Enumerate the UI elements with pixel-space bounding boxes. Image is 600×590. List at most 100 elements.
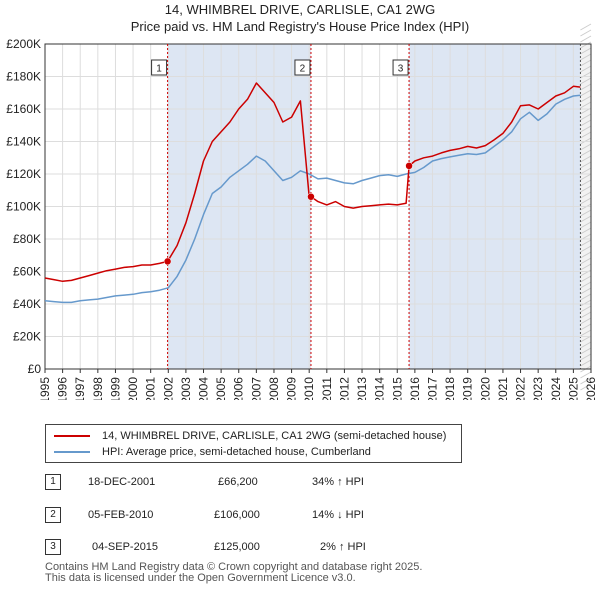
chart-subtitle: Price paid vs. HM Land Registry's House … bbox=[130, 19, 470, 34]
sale-badge-label: 3 bbox=[398, 64, 404, 75]
y-tick-label: £100K bbox=[6, 200, 41, 214]
transaction-price: £125,000 bbox=[214, 541, 260, 553]
forecast-hatch bbox=[580, 35, 592, 43]
forecast-hatch bbox=[580, 131, 592, 139]
forecast-hatch bbox=[580, 353, 592, 361]
forecast-hatch bbox=[580, 83, 592, 91]
x-tick-label: 2019 bbox=[461, 377, 475, 400]
x-tick-label: 2024 bbox=[549, 377, 563, 400]
forecast-hatch bbox=[580, 251, 592, 259]
legend-swatch-price bbox=[54, 435, 90, 437]
legend-item-price: 14, WHIMBREL DRIVE, CARLISLE, CA1 2WG (s… bbox=[54, 428, 446, 444]
forecast-hatch bbox=[580, 311, 592, 319]
y-tick-label: £140K bbox=[6, 135, 41, 149]
x-tick-label: 1999 bbox=[108, 377, 122, 400]
sale-badge-label: 2 bbox=[300, 64, 306, 75]
legend: 14, WHIMBREL DRIVE, CARLISLE, CA1 2WG (s… bbox=[45, 424, 462, 463]
x-tick-label: 2014 bbox=[373, 377, 387, 400]
y-tick-label: £160K bbox=[6, 102, 41, 116]
transaction-change: 34% ↑ HPI bbox=[312, 476, 364, 488]
forecast-hatch bbox=[580, 119, 592, 127]
forecast-hatch bbox=[580, 53, 592, 61]
forecast-hatch bbox=[580, 89, 592, 97]
forecast-hatch bbox=[580, 293, 592, 301]
legend-label-price: 14, WHIMBREL DRIVE, CARLISLE, CA1 2WG (s… bbox=[102, 430, 447, 442]
forecast-hatch bbox=[580, 239, 592, 247]
x-tick-label: 2013 bbox=[355, 377, 369, 400]
x-tick-label: 2002 bbox=[161, 377, 175, 400]
forecast-hatch bbox=[580, 23, 592, 31]
x-tick-label: 1997 bbox=[73, 377, 87, 400]
forecast-hatch bbox=[580, 263, 592, 271]
forecast-hatch bbox=[580, 323, 592, 331]
forecast-hatch bbox=[580, 29, 592, 37]
x-tick-label: 1998 bbox=[91, 377, 105, 400]
transaction-date: 04-SEP-2015 bbox=[92, 541, 159, 553]
sale-badge-box bbox=[392, 59, 409, 76]
price-line bbox=[44, 82, 581, 283]
hpi-line bbox=[44, 94, 581, 304]
transaction-price: £106,000 bbox=[214, 509, 260, 521]
x-tick-label: 2026 bbox=[584, 377, 598, 400]
y-tick-label: £180K bbox=[6, 70, 41, 84]
x-tick-label: 2010 bbox=[302, 377, 316, 400]
sale-badge-box bbox=[151, 59, 168, 76]
sale-point bbox=[163, 257, 172, 266]
forecast-hatch bbox=[580, 281, 592, 289]
x-tick-label: 2008 bbox=[267, 377, 281, 400]
x-tick-label: 2022 bbox=[514, 377, 528, 400]
forecast-hatch bbox=[580, 257, 592, 265]
sale-badge-label: 1 bbox=[156, 64, 162, 75]
y-tick-label: £120K bbox=[6, 167, 41, 181]
forecast-hatch bbox=[580, 245, 592, 253]
x-tick-label: 2006 bbox=[232, 377, 246, 400]
forecast-hatch bbox=[580, 65, 592, 73]
price-chart: £0 £20K £40K £60K £80K £100K £120K £140K £160K £1… bbox=[6, 23, 598, 400]
transaction-change: 2% ↑ HPI bbox=[320, 541, 366, 553]
forecast-hatch bbox=[580, 221, 592, 229]
chart-title: 14, WHIMBREL DRIVE, CARLISLE, CA1 2WG bbox=[164, 2, 436, 17]
forecast-hatch bbox=[580, 59, 592, 67]
forecast-hatch bbox=[580, 197, 592, 205]
x-tick-label: 2003 bbox=[179, 377, 193, 400]
x-tick-label: 2009 bbox=[285, 377, 299, 400]
x-tick-label: 2004 bbox=[197, 377, 211, 400]
sale-point bbox=[405, 162, 413, 170]
forecast-hatch bbox=[580, 173, 592, 181]
x-tick-label: 1995 bbox=[38, 377, 52, 400]
forecast-hatch bbox=[580, 191, 592, 199]
x-tick-label: 2017 bbox=[425, 377, 439, 400]
forecast-hatch bbox=[580, 161, 592, 169]
x-tick-label: 2005 bbox=[214, 377, 228, 400]
y-tick-label: £80K bbox=[13, 232, 41, 246]
forecast-hatch bbox=[580, 287, 592, 295]
forecast-hatch bbox=[580, 383, 592, 391]
forecast-hatch bbox=[580, 185, 592, 193]
transaction-date: 18-DEC-2001 bbox=[88, 476, 156, 488]
forecast-hatch bbox=[580, 155, 592, 163]
forecast-hatch bbox=[580, 347, 592, 355]
legend-label-hpi: HPI: Average price, semi-detached house,… bbox=[102, 446, 371, 458]
x-tick-label: 2015 bbox=[390, 377, 404, 400]
forecast-hatch bbox=[580, 341, 592, 349]
x-tick-label: 1996 bbox=[56, 377, 70, 400]
transaction-badge: 1 bbox=[45, 474, 61, 490]
x-tick-label: 2025 bbox=[566, 377, 580, 400]
x-tick-label: 2001 bbox=[144, 377, 158, 400]
y-tick-label: £60K bbox=[13, 265, 41, 279]
transaction-price: £66,200 bbox=[218, 476, 258, 488]
transaction-change: 14% ↓ HPI bbox=[312, 509, 364, 521]
forecast-hatch bbox=[580, 167, 592, 175]
forecast-hatch bbox=[580, 125, 592, 133]
legend-item-hpi: HPI: Average price, semi-detached house,… bbox=[54, 444, 371, 460]
sale-point bbox=[307, 193, 315, 201]
forecast-hatch bbox=[580, 299, 592, 307]
forecast-hatch bbox=[580, 377, 592, 385]
forecast-hatch bbox=[580, 371, 592, 379]
plot-frame bbox=[44, 43, 592, 370]
forecast-hatch bbox=[580, 275, 592, 283]
x-tick-label: 2020 bbox=[478, 377, 492, 400]
transaction-badge: 2 bbox=[45, 507, 61, 523]
x-tick-label: 2021 bbox=[496, 377, 510, 400]
x-tick-label: 2000 bbox=[126, 377, 140, 400]
